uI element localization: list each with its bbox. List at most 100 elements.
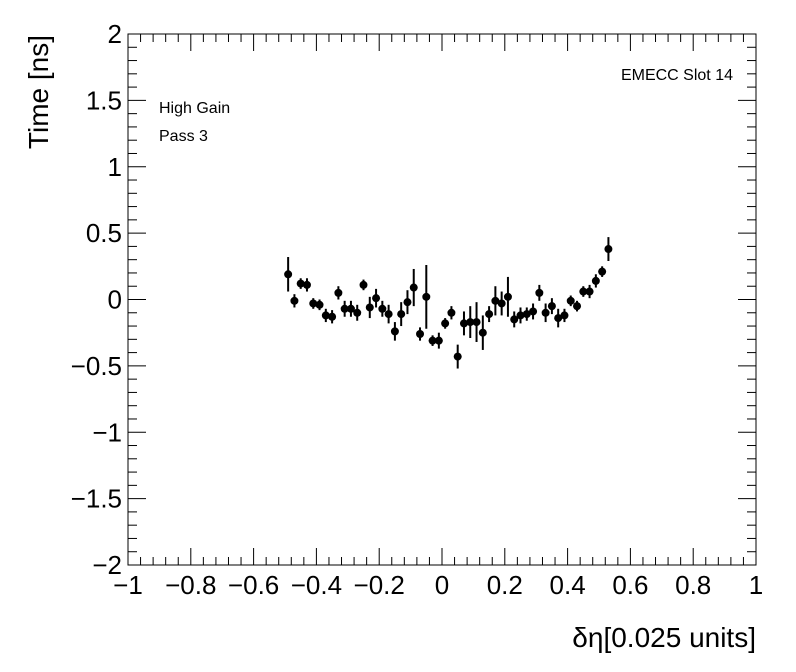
- data-marker: [585, 287, 594, 296]
- data-marker: [472, 318, 481, 327]
- x-tick-label: −0.6: [228, 570, 279, 600]
- data-point: [359, 279, 368, 291]
- y-tick-label: 1.5: [86, 85, 122, 115]
- data-point: [428, 335, 437, 346]
- data-marker: [302, 280, 311, 289]
- data-marker: [390, 327, 399, 336]
- data-point: [503, 276, 512, 317]
- data-point: [566, 295, 575, 307]
- data-marker: [591, 276, 600, 285]
- data-point: [296, 278, 305, 289]
- axis-ticks: [127, 33, 757, 566]
- data-marker: [384, 310, 393, 319]
- y-tick-label: 1: [108, 152, 122, 182]
- data-marker: [296, 279, 305, 288]
- data-marker: [403, 298, 412, 307]
- data-point: [384, 304, 393, 324]
- data-marker: [478, 328, 487, 337]
- data-point: [466, 306, 475, 338]
- data-marker: [309, 299, 318, 308]
- x-tick-label: −0.2: [354, 570, 405, 600]
- data-marker: [516, 311, 525, 320]
- data-marker: [573, 302, 582, 311]
- data-point: [422, 264, 431, 329]
- x-tick-label: 0: [435, 570, 449, 600]
- data-marker: [422, 292, 431, 301]
- x-tick-label: −0.8: [165, 570, 216, 600]
- data-point: [365, 296, 374, 319]
- data-marker: [397, 310, 406, 319]
- data-point: [522, 307, 531, 321]
- x-tick-label: 1: [749, 570, 763, 600]
- data-marker: [334, 288, 343, 297]
- data-point: [390, 322, 399, 341]
- data-point: [334, 286, 343, 300]
- data-point: [378, 300, 387, 317]
- data-point: [340, 300, 349, 317]
- data-marker: [541, 308, 550, 317]
- data-marker: [491, 296, 500, 305]
- data-point: [328, 310, 337, 324]
- data-point: [441, 318, 450, 329]
- data-point: [372, 288, 381, 308]
- data-point: [290, 294, 299, 308]
- data-marker: [579, 287, 588, 296]
- data-marker: [409, 283, 418, 292]
- data-point: [547, 298, 556, 315]
- data-point: [516, 307, 525, 324]
- data-marker: [503, 292, 512, 301]
- x-tick-label: 0.8: [675, 570, 711, 600]
- y-tick-label: 0: [108, 285, 122, 315]
- data-marker: [529, 307, 538, 316]
- data-marker: [359, 280, 368, 289]
- data-point: [579, 286, 588, 297]
- data-point: [321, 308, 330, 323]
- data-marker: [321, 311, 330, 320]
- data-point: [409, 268, 418, 307]
- data-point: [497, 291, 506, 316]
- y-axis-title: Time [ns]: [23, 35, 54, 149]
- data-marker: [447, 308, 456, 317]
- data-marker: [340, 304, 349, 313]
- data-marker: [328, 312, 337, 321]
- pass-annotation: Pass 3: [159, 128, 208, 145]
- data-point: [403, 290, 412, 315]
- data-point: [598, 266, 607, 277]
- data-point: [591, 274, 600, 288]
- data-point: [472, 302, 481, 342]
- data-point: [453, 344, 462, 369]
- y-tick-label: −1: [92, 417, 122, 447]
- data-marker: [535, 288, 544, 297]
- data-marker: [453, 352, 462, 361]
- x-tick-label: 0.6: [612, 570, 648, 600]
- data-marker: [497, 299, 506, 308]
- data-marker: [365, 303, 374, 312]
- x-tick-label: 0.2: [487, 570, 523, 600]
- data-point: [346, 300, 355, 317]
- data-marker: [284, 270, 293, 279]
- data-point: [573, 300, 582, 312]
- x-tick-label: 0.4: [550, 570, 586, 600]
- data-marker: [290, 296, 299, 305]
- data-point: [585, 284, 594, 299]
- data-point: [302, 278, 311, 292]
- y-tick-label: −1.5: [71, 484, 122, 514]
- y-tick-label: 0.5: [86, 218, 122, 248]
- data-point: [397, 302, 406, 327]
- x-tick-label: −0.4: [291, 570, 342, 600]
- data-point: [529, 303, 538, 320]
- data-point: [434, 332, 443, 349]
- data-marker: [560, 311, 569, 320]
- data-point: [560, 308, 569, 323]
- data-marker: [459, 319, 468, 328]
- data-point: [485, 306, 494, 323]
- data-marker: [547, 302, 556, 311]
- data-points: [284, 237, 613, 369]
- tick-labels: −1 −0.8 −0.6 −0.4 −0.2 0 0.2 0.4 0.6 0.8 1 −2 −1.5 −1…: [71, 19, 764, 600]
- data-point: [315, 299, 324, 311]
- data-point: [604, 237, 613, 262]
- data-marker: [315, 300, 324, 309]
- slot-annotation: EMECC Slot 14: [621, 67, 733, 84]
- data-marker: [434, 336, 443, 345]
